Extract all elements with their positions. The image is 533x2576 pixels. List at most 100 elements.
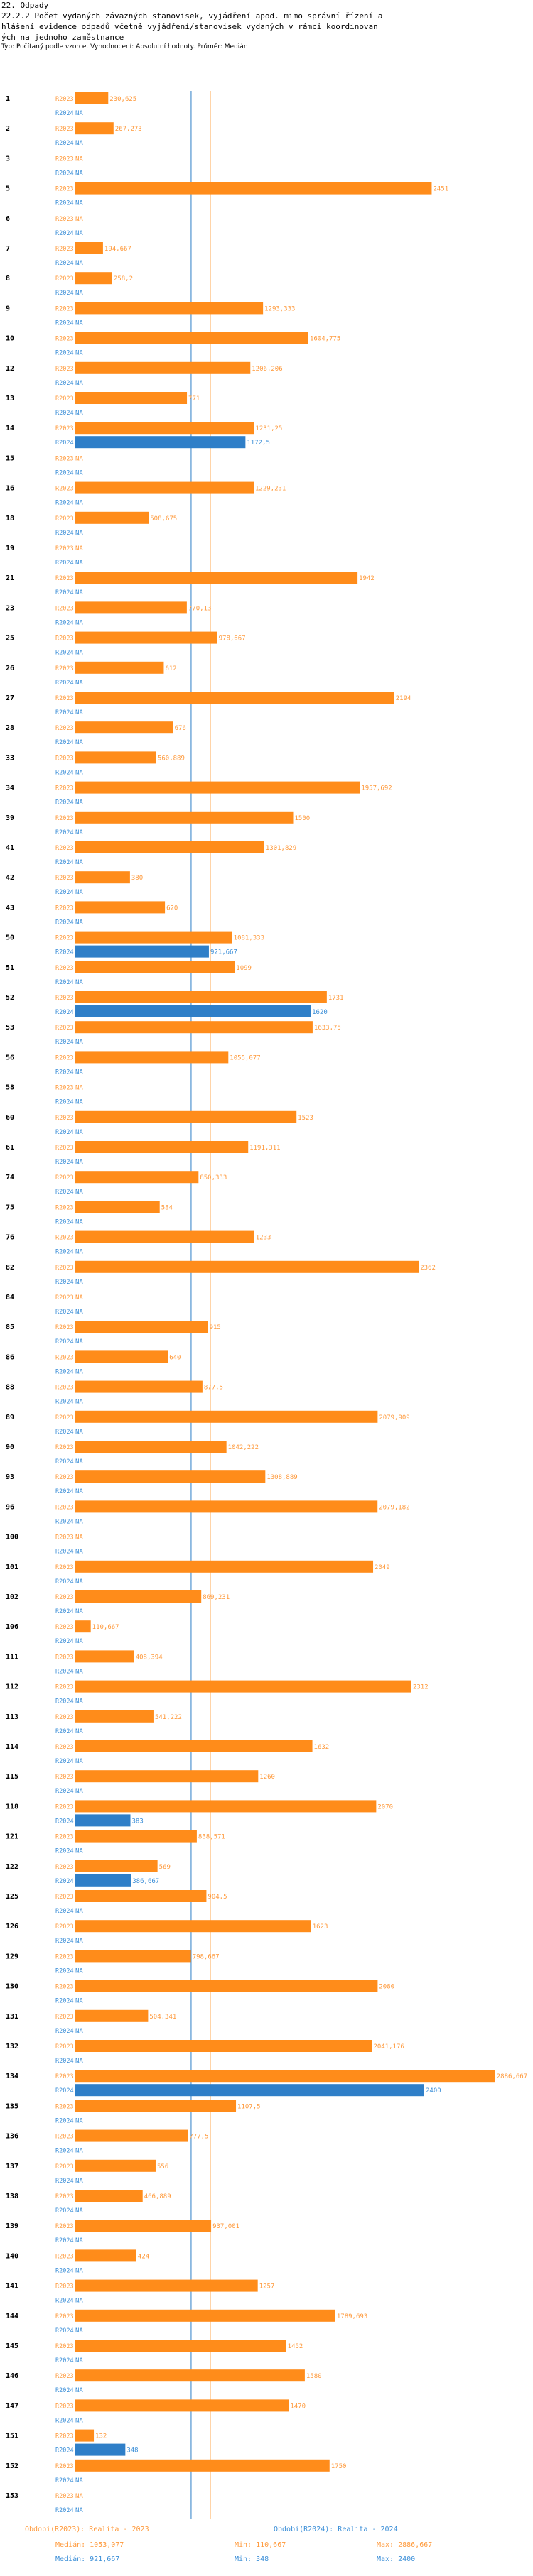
series-label-2024: R2024 bbox=[55, 1309, 74, 1316]
na-label-2024: NA bbox=[75, 1129, 83, 1136]
value-label-2024: 383 bbox=[132, 1818, 144, 1825]
category-label: 112 bbox=[6, 1683, 18, 1691]
category-label: 14 bbox=[6, 425, 14, 432]
category-label: 130 bbox=[6, 1983, 18, 1991]
na-label-2024: NA bbox=[75, 2237, 83, 2244]
series-label-2023: R2023 bbox=[55, 545, 74, 552]
category-label: 153 bbox=[6, 2492, 18, 2500]
na-label-2024: NA bbox=[75, 1368, 83, 1375]
series-label-2023: R2023 bbox=[55, 2193, 74, 2200]
series-label-2023: R2023 bbox=[55, 1204, 74, 1211]
series-label-2024: R2024 bbox=[55, 979, 74, 986]
series-label-2024: R2024 bbox=[55, 1938, 74, 1945]
series-label-2023: R2023 bbox=[55, 2043, 74, 2051]
na-label-2024: NA bbox=[75, 560, 83, 567]
na-label-2024: NA bbox=[75, 859, 83, 866]
bar-2023 bbox=[75, 692, 394, 704]
value-label-2023: 1055,077 bbox=[230, 1054, 260, 1061]
category-label: 34 bbox=[6, 785, 14, 792]
bar-2023 bbox=[75, 1201, 160, 1213]
na-label-2024: NA bbox=[75, 1668, 83, 1675]
na-label-2024: NA bbox=[75, 260, 83, 267]
bar-2023 bbox=[75, 721, 173, 734]
value-label-2023: 1957,692 bbox=[361, 785, 392, 792]
category-label: 122 bbox=[6, 1863, 18, 1871]
category-label: 16 bbox=[6, 485, 14, 493]
bar-2023 bbox=[75, 361, 251, 374]
series-label-2023: R2023 bbox=[55, 96, 74, 103]
value-label-2023: 777,5 bbox=[189, 2134, 208, 2141]
value-label-2024: 2400 bbox=[426, 2087, 441, 2095]
value-label-2023: 620 bbox=[166, 905, 178, 912]
series-label-2024: R2024 bbox=[55, 260, 74, 267]
series-label-2024: R2024 bbox=[55, 2417, 74, 2424]
na-label-2023: NA bbox=[75, 1085, 83, 1092]
bar-2023 bbox=[75, 2129, 188, 2142]
category-label: 7 bbox=[6, 245, 10, 253]
bar-2023 bbox=[75, 1590, 202, 1603]
series-label-2023: R2023 bbox=[55, 455, 74, 462]
na-label-2024: NA bbox=[75, 530, 83, 537]
series-label-2023: R2023 bbox=[55, 2463, 74, 2470]
series-label-2024: R2024 bbox=[55, 1549, 74, 1556]
series-label-2024: R2024 bbox=[55, 2267, 74, 2274]
series-label-2024: R2024 bbox=[55, 2357, 74, 2364]
series-label-2023: R2023 bbox=[55, 1294, 74, 1301]
bar-2023 bbox=[75, 631, 217, 644]
series-label-2023: R2023 bbox=[55, 2433, 74, 2440]
bar-2023 bbox=[75, 1830, 197, 1843]
series-label-2023: R2023 bbox=[55, 1624, 74, 1631]
na-label-2024: NA bbox=[75, 1848, 83, 1855]
bar-2023 bbox=[75, 841, 264, 853]
category-label: 39 bbox=[6, 814, 14, 822]
series-label-2024: R2024 bbox=[55, 2477, 74, 2484]
na-label-2024: NA bbox=[75, 170, 83, 177]
na-label-2024: NA bbox=[75, 769, 83, 776]
series-label-2023: R2023 bbox=[55, 2014, 74, 2021]
value-label-2023: 937,001 bbox=[212, 2223, 239, 2230]
section-title: 22. Odpady bbox=[1, 1, 49, 10]
series-label-2023: R2023 bbox=[55, 965, 74, 972]
series-label-2023: R2023 bbox=[55, 1894, 74, 1901]
value-label-2023: 230,625 bbox=[109, 96, 136, 103]
category-label: 151 bbox=[6, 2433, 18, 2440]
bar-2023 bbox=[75, 2399, 289, 2412]
bar-2023 bbox=[75, 961, 235, 973]
series-label-2023: R2023 bbox=[55, 1474, 74, 1481]
na-label-2024: NA bbox=[75, 2357, 83, 2364]
series-label-2024: R2024 bbox=[55, 2178, 74, 2185]
na-label-2024: NA bbox=[75, 410, 83, 417]
series-label-2023: R2023 bbox=[55, 2373, 74, 2380]
na-label-2024: NA bbox=[75, 2477, 83, 2484]
na-label-2024: NA bbox=[75, 619, 83, 626]
na-label-2024: NA bbox=[75, 1638, 83, 1645]
na-label-2024: NA bbox=[75, 650, 83, 657]
series-label-2024: R2024 bbox=[55, 949, 74, 956]
series-label-2024: R2024 bbox=[55, 1069, 74, 1076]
category-label: 2 bbox=[6, 125, 10, 133]
value-label-2023: 1452 bbox=[288, 2343, 303, 2350]
na-label-2024: NA bbox=[75, 2207, 83, 2215]
na-label-2024: NA bbox=[75, 709, 83, 716]
series-label-2023: R2023 bbox=[55, 1714, 74, 1721]
series-label-2023: R2023 bbox=[55, 875, 74, 882]
category-label: 28 bbox=[6, 724, 14, 732]
bar-2023 bbox=[75, 931, 232, 944]
bar-2023 bbox=[75, 1110, 297, 1123]
series-label-2023: R2023 bbox=[55, 2403, 74, 2410]
category-label: 19 bbox=[6, 545, 14, 552]
value-label-2023: 676 bbox=[175, 725, 186, 732]
value-label-2023: 380 bbox=[131, 875, 143, 882]
series-label-2024: R2024 bbox=[55, 1368, 74, 1375]
category-label: 144 bbox=[6, 2313, 18, 2320]
category-label: 3 bbox=[6, 155, 10, 163]
category-label: 129 bbox=[6, 1953, 18, 1960]
na-label-2024: NA bbox=[75, 2417, 83, 2424]
category-label: 58 bbox=[6, 1084, 14, 1092]
value-label-2023: 194,667 bbox=[104, 246, 131, 253]
category-label: 132 bbox=[6, 2043, 18, 2051]
na-label-2024: NA bbox=[75, 1728, 83, 1735]
series-label-2023: R2023 bbox=[55, 1744, 74, 1751]
series-label-2023: R2023 bbox=[55, 515, 74, 523]
category-label: 51 bbox=[6, 964, 14, 972]
